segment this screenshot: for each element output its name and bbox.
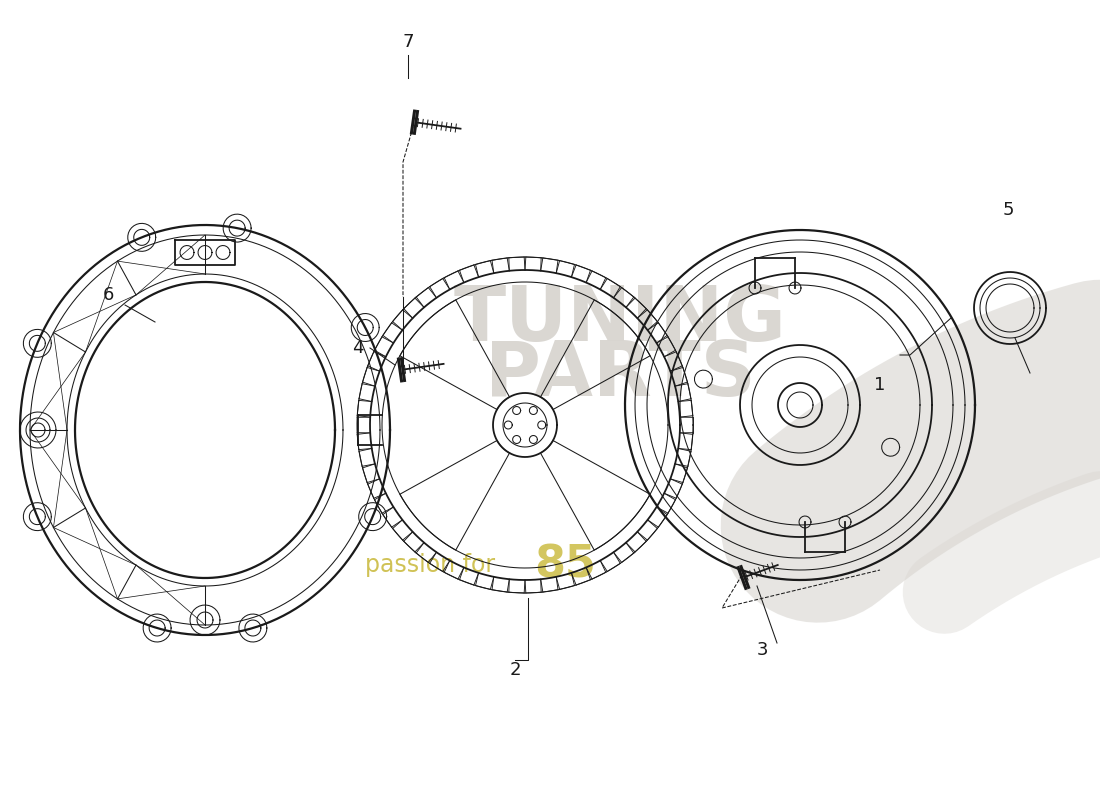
Text: 4: 4	[352, 339, 364, 357]
Text: TUNING: TUNING	[453, 283, 786, 357]
Text: 7: 7	[403, 33, 414, 51]
Text: 2: 2	[509, 661, 520, 679]
Text: 3: 3	[757, 641, 768, 659]
Text: passion for: passion for	[365, 553, 495, 577]
Text: 5: 5	[1002, 201, 1014, 219]
Text: 6: 6	[102, 286, 113, 304]
Text: 1: 1	[874, 376, 886, 394]
Text: 85: 85	[535, 543, 596, 586]
Text: PARTS: PARTS	[485, 338, 756, 412]
